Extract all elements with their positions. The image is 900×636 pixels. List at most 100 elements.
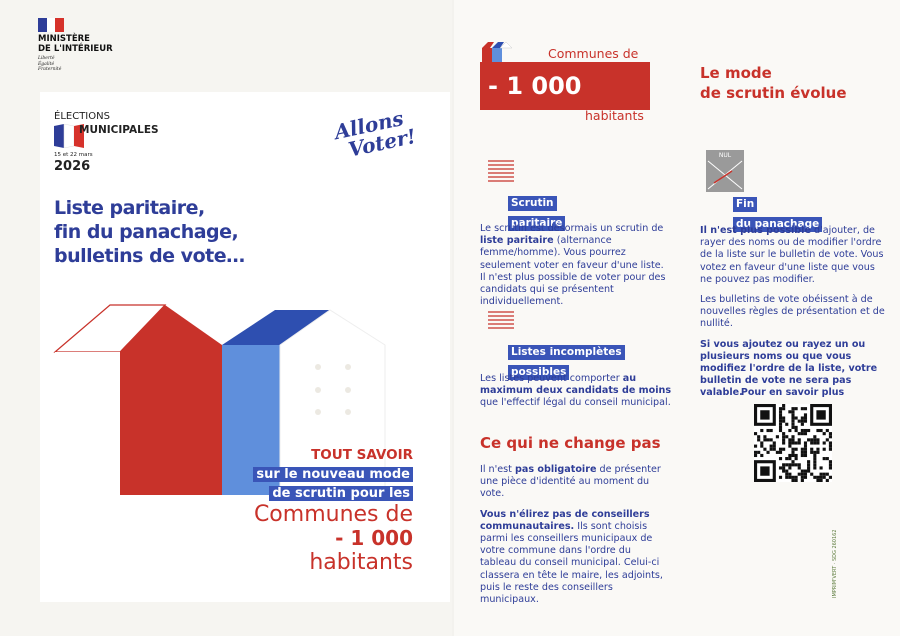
qr-module [813, 453, 817, 458]
qr-module [766, 450, 770, 454]
qr-module [791, 416, 795, 420]
text: Les bulletins de vote obéissent à de nou… [700, 294, 885, 330]
qr-module [803, 428, 808, 433]
qr-code[interactable] [754, 404, 832, 482]
paragraph: Les bulletins de vote obéissent à de nou… [700, 294, 888, 331]
qr-module [803, 447, 808, 451]
qr-module [819, 466, 823, 470]
qr-module [772, 447, 776, 451]
label-line: Listes incomplètes [508, 345, 625, 360]
qr-module [803, 432, 808, 436]
qr-module [782, 463, 786, 467]
qr-module [828, 441, 832, 445]
qr-module [788, 428, 792, 433]
banner-title: TOUT SAVOIR [311, 447, 413, 463]
qr-module [778, 422, 783, 426]
ballot-icon [488, 160, 514, 182]
qr-module [794, 416, 798, 420]
qr-module [803, 469, 808, 473]
header-line: habitants [585, 108, 644, 123]
qr-module [794, 453, 798, 458]
qr-module [791, 422, 795, 426]
text: Il n'est [480, 464, 515, 475]
qr-module [803, 416, 808, 420]
qr-module [778, 457, 783, 461]
qr-module [810, 438, 814, 442]
ministry-line: DE L'INTÉRIEUR [38, 44, 113, 54]
qr-module [788, 466, 792, 470]
qr-module [778, 428, 783, 433]
qr-module [794, 407, 798, 411]
nul-ballot: NUL [706, 150, 744, 192]
qr-module [800, 469, 804, 473]
qr-module [788, 438, 792, 442]
qr-module [782, 416, 786, 420]
qr-module [785, 457, 789, 461]
qr-module [769, 444, 773, 448]
ministry-line: MINISTÈRE [38, 34, 90, 44]
qr-module [791, 425, 795, 429]
qr-module [772, 444, 776, 448]
qr-module [828, 463, 832, 467]
header-number: - 1 000 [488, 72, 582, 100]
qr-module [822, 432, 826, 436]
ministry: MINISTÈRE DE L'INTÉRIEUR [38, 34, 113, 54]
qr-module [803, 475, 808, 479]
qr-module [800, 419, 804, 423]
label-line: paritaire [508, 216, 566, 231]
qr-module [788, 441, 792, 445]
qr-module [797, 463, 801, 467]
section-label: Scrutin paritaire [508, 191, 566, 231]
qr-module [791, 478, 795, 482]
qr-module [825, 438, 829, 442]
qr-module [794, 447, 798, 451]
qr-module [778, 425, 783, 429]
election-dates: 15 et 22 mars [54, 152, 93, 158]
flag-logo [38, 18, 64, 32]
headline-line: bulletins de vote… [54, 245, 245, 267]
qr-module [782, 407, 786, 411]
qr-module [828, 435, 832, 439]
qr-module [788, 444, 792, 448]
section-label: Fin du panachage [733, 192, 823, 232]
qr-module [782, 469, 786, 473]
qr-module [819, 472, 823, 476]
title-line: Le mode [700, 64, 772, 82]
qr-module [819, 475, 823, 479]
strong-text: liste paritaire [480, 235, 554, 247]
header-icon [482, 41, 513, 64]
qr-module [769, 447, 773, 451]
qr-module [794, 425, 798, 429]
qr-module [778, 466, 783, 470]
communes: Communes de - 1 000 habitants [254, 502, 413, 575]
qr-module [797, 438, 801, 442]
banner-line: sur le nouveau mode [253, 467, 413, 482]
ballot-icon [488, 311, 514, 329]
qr-module [825, 472, 829, 476]
label-line: Fin [733, 197, 758, 212]
qr-module [810, 441, 814, 445]
qr-module [810, 450, 814, 454]
qr-module [778, 450, 783, 454]
qr-module [800, 432, 804, 436]
qr-module [760, 453, 764, 458]
qr-module [819, 478, 823, 482]
paragraph: Le scrutin est désormais un scrutin de l… [480, 223, 668, 308]
text: Ils sont choisis parmi les conseillers m… [480, 520, 663, 606]
section-body: Le scrutin est désormais un scrutin de l… [480, 223, 668, 316]
qr-module [810, 447, 814, 451]
qr-module [782, 432, 786, 436]
qr-module [819, 428, 823, 433]
qr-module [803, 453, 808, 458]
qr-module [822, 475, 826, 479]
qr-module [794, 475, 798, 479]
qr-module [760, 466, 770, 476]
motto: Liberté Égalité Fraternité [38, 56, 61, 73]
qr-module [800, 453, 804, 458]
qr-module [788, 475, 792, 479]
qr-module [782, 441, 786, 445]
qr-module [788, 463, 792, 467]
qr-module [828, 475, 832, 479]
qr-module [828, 460, 832, 464]
qr-module [810, 472, 814, 476]
